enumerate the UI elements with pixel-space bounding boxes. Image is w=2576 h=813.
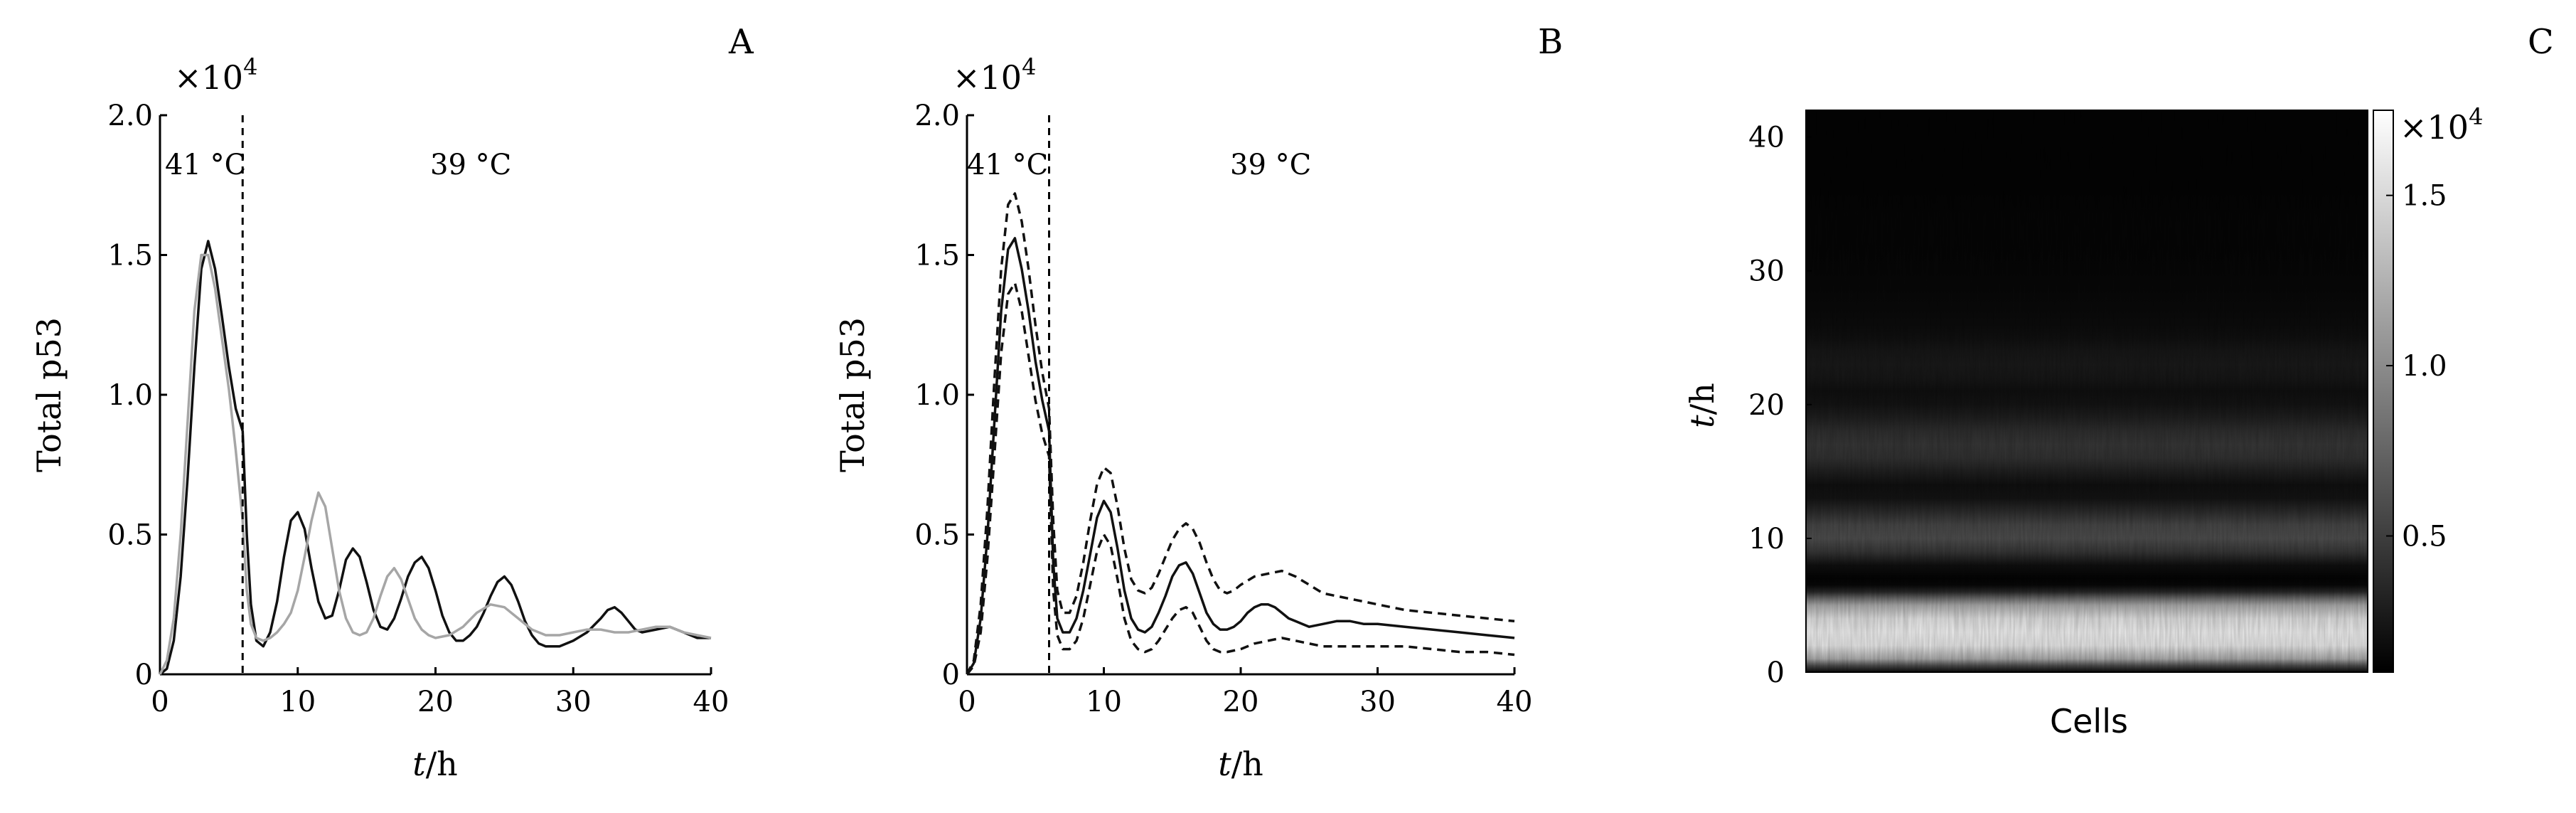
colorbar-tick-label: 1.5 <box>2402 180 2447 213</box>
panel-a-y-tick-label: 0 <box>135 659 153 691</box>
panel-a-y-tick-label: 1.0 <box>107 379 153 412</box>
panel-c-y-ticks: 0 10 20 30 40 <box>1748 122 1812 689</box>
panel-c-y-tick-label: 10 <box>1748 523 1785 556</box>
panel-a-annotation-41c: 41 °C <box>165 149 246 181</box>
panel-c-y-tick-label: 40 <box>1748 122 1785 154</box>
panel-a-series <box>159 240 712 676</box>
panel-c-y-tick-label: 0 <box>1767 657 1785 689</box>
panel-a-y-tick-label: 1.5 <box>107 240 153 272</box>
panel-b-series-line-2 <box>966 192 1515 675</box>
panel-a-x-tick-label: 20 <box>417 686 454 718</box>
panel-a-annotation-39c: 39 °C <box>430 149 511 181</box>
panel-a-y-tick-label: 2.0 <box>107 100 153 132</box>
panel-b-annotation-41c: 41 °C <box>967 149 1048 181</box>
panel-b-y-label: Total p53 <box>833 317 872 472</box>
panel-b-y-tick-label: 1.5 <box>914 240 960 272</box>
panel-b-x-tick-label: 20 <box>1223 686 1259 718</box>
panel-b-x-label: t/h <box>1218 745 1263 783</box>
panel-b-x-tick-label: 30 <box>1359 686 1396 718</box>
panel-b-y-multiplier: ×104 <box>953 53 1036 97</box>
panel-a-y-multiplier: ×104 <box>174 53 257 97</box>
panel-b-y-tick-label: 0 <box>942 659 960 691</box>
panel-a-label: A <box>728 22 754 62</box>
panel-b-y-tick-label: 1.0 <box>914 379 960 412</box>
colorbar-ticks: 0.5 1.0 1.5 <box>2386 180 2447 553</box>
panel-b-x-ticks: 0 10 20 30 40 <box>958 667 1532 718</box>
panel-b-series-line-1 <box>966 237 1515 675</box>
heatmap-frame <box>1805 110 2368 673</box>
panel-a-series-line-2 <box>159 253 712 675</box>
panel-a-x-tick-label: 0 <box>151 686 169 718</box>
colorbar-tick-label: 1.0 <box>2402 350 2447 383</box>
panel-b-x-tick-label: 0 <box>958 686 976 718</box>
panel-a-series-line-1 <box>159 240 711 676</box>
panel-b-y-ticks: 0 0.5 1.0 1.5 2.0 <box>914 100 974 691</box>
panel-a-x-label: t/h <box>412 745 458 783</box>
panel-b-x-tick-label: 40 <box>1497 686 1533 718</box>
panel-b-series-line-3 <box>966 282 1515 676</box>
panel-a-x-tick-label: 40 <box>693 686 729 718</box>
panel-c-y-label: t/h <box>1683 383 1721 428</box>
panel-b-x-tick-label: 10 <box>1086 686 1122 718</box>
colorbar-tick-label: 0.5 <box>2402 520 2447 553</box>
panel-b-series <box>966 192 1515 676</box>
colorbar-multiplier: ×104 <box>2400 103 2483 147</box>
panel-c-y-tick-label: 30 <box>1748 255 1785 288</box>
panel-a-y-tick-label: 0.5 <box>107 519 153 552</box>
panel-c: C 0 10 20 30 40 t/h Cells 0.5 1.0 1.5 ×104 <box>1683 22 2554 740</box>
heatmap-texture <box>1806 110 2368 672</box>
panel-b-label: B <box>1538 22 1563 62</box>
panel-a-y-label: Total p53 <box>30 317 68 472</box>
panel-b-y-tick-label: 2.0 <box>914 100 960 132</box>
panel-a: A 0 10 20 30 40 0 0.5 1.0 1.5 2.0 41 °C 39 °C ×1… <box>30 22 754 783</box>
panel-c-y-tick-label: 20 <box>1748 389 1785 422</box>
panel-c-label: C <box>2528 22 2554 62</box>
panel-b-y-tick-label: 0.5 <box>914 519 960 552</box>
panel-a-x-tick-label: 10 <box>279 686 316 718</box>
panel-b: B 0 10 20 30 40 0 0.5 1.0 1.5 2.0 41 °C 39 °C ×1… <box>833 22 1563 783</box>
panel-c-x-label: Cells <box>2050 702 2128 740</box>
panel-b-annotation-39c: 39 °C <box>1230 149 1311 181</box>
panel-a-x-ticks: 0 10 20 30 40 <box>151 667 729 718</box>
panel-a-x-tick-label: 30 <box>555 686 592 718</box>
colorbar <box>2373 110 2394 673</box>
panel-a-y-ticks: 0 0.5 1.0 1.5 2.0 <box>107 100 167 691</box>
